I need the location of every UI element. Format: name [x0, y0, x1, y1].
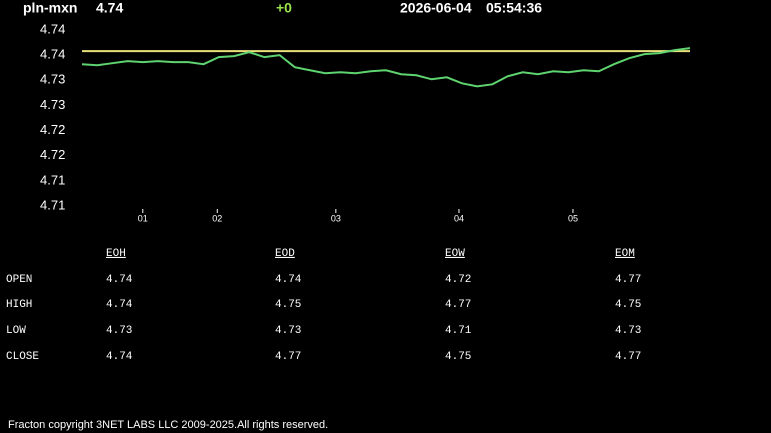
row-label: HIGH	[6, 299, 32, 311]
cell: 4.71	[445, 325, 472, 337]
cell: 4.75	[275, 299, 301, 311]
row-label: OPEN	[6, 274, 32, 286]
date: 2026-06-04	[400, 0, 472, 16]
x-tick-label: 02	[212, 213, 222, 223]
row-label: LOW	[6, 325, 26, 337]
cell: 4.74	[106, 274, 133, 286]
price: 4.74	[96, 0, 123, 16]
x-tick-label: 03	[331, 213, 341, 223]
cell: 4.74	[106, 299, 133, 311]
x-tick-label: 05	[568, 213, 578, 223]
cell: 4.77	[615, 274, 641, 286]
cell: 4.74	[106, 351, 133, 363]
cell: 4.73	[275, 325, 301, 337]
y-tick-label: 4.73	[40, 72, 65, 87]
y-tick-label: 4.71	[40, 172, 65, 187]
column-header: EOH	[106, 248, 126, 260]
y-tick-label: 4.71	[40, 197, 65, 212]
footer: Fracton copyright 3NET LABS LLC 2009-202…	[8, 419, 328, 431]
cell: 4.75	[445, 351, 471, 363]
row-label: CLOSE	[6, 351, 39, 363]
y-tick-label: 4.74	[40, 21, 65, 36]
y-tick-label: 4.74	[40, 47, 65, 62]
time: 05:54:36	[486, 0, 542, 16]
cell: 4.77	[275, 351, 301, 363]
x-tick-label: 04	[454, 213, 464, 223]
column-header: EOD	[275, 248, 295, 260]
y-tick-label: 4.73	[40, 97, 65, 112]
cell: 4.72	[445, 274, 471, 286]
column-header: EOW	[445, 248, 465, 260]
cell: 4.74	[275, 274, 302, 286]
change: +0	[276, 0, 292, 16]
cell: 4.73	[615, 325, 641, 337]
price-line	[81, 47, 691, 88]
cell: 4.77	[445, 299, 471, 311]
x-tick-label: 01	[138, 213, 148, 223]
column-header: EOM	[615, 248, 635, 260]
y-tick-label: 4.72	[40, 147, 65, 162]
symbol: pln-mxn	[23, 0, 77, 16]
cell: 4.73	[106, 325, 132, 337]
cell: 4.75	[615, 299, 641, 311]
y-tick-label: 4.72	[40, 122, 65, 137]
cell: 4.77	[615, 351, 641, 363]
